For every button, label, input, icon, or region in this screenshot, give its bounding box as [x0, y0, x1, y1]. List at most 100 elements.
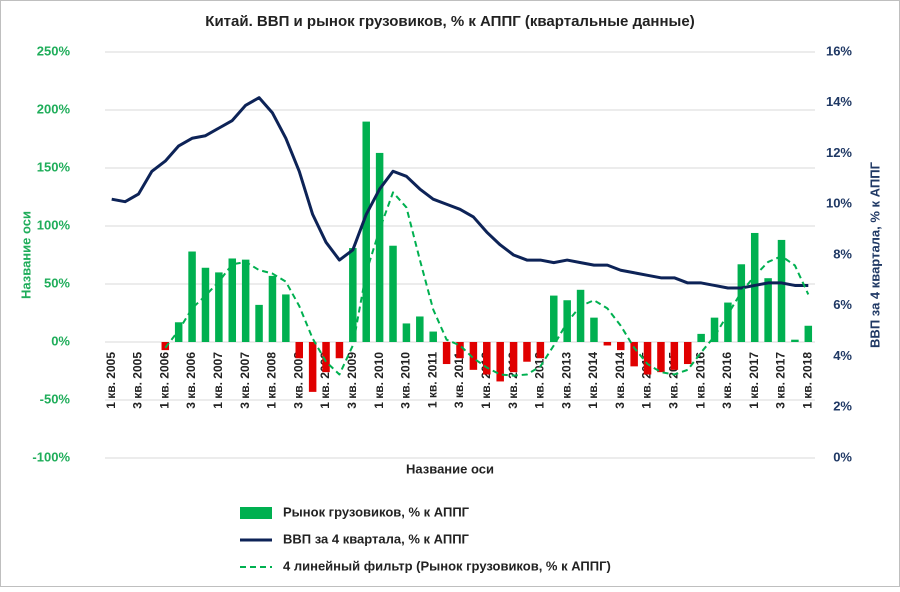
- line: [164, 191, 810, 377]
- y2-tick-label: 2%: [833, 399, 852, 414]
- bar: [576, 289, 585, 342]
- bar: [483, 342, 491, 375]
- bar: [509, 342, 518, 373]
- x-tick-label: 1 кв. 2013: [533, 352, 547, 409]
- bar: [308, 342, 317, 392]
- x-tick-label: 3 кв. 2017: [774, 352, 788, 409]
- bar: [375, 152, 384, 342]
- chart-title: Китай. ВВП и рынок грузовиков, % к АППГ …: [205, 13, 694, 30]
- bar: [683, 342, 692, 365]
- bar: [429, 331, 437, 342]
- x-tick-label: 1 кв. 2006: [157, 352, 171, 409]
- bar: [456, 342, 464, 359]
- bar: [215, 272, 223, 342]
- bar: [174, 322, 183, 342]
- bar: [630, 342, 638, 367]
- x-tick-label: 1 кв. 2010: [372, 352, 386, 409]
- x-tick-label: 1 кв. 2016: [693, 352, 707, 409]
- bar: [791, 339, 799, 342]
- bar: [201, 267, 210, 342]
- bar: [161, 342, 170, 351]
- y-tick-label: -50%: [40, 391, 71, 406]
- x-tick-label: 3 кв. 2013: [559, 352, 573, 409]
- y-tick-label: 250%: [37, 43, 71, 58]
- bar: [295, 342, 303, 359]
- y-tick-label: 0%: [51, 333, 70, 348]
- x-tick-label: 3 кв. 2009: [345, 352, 359, 409]
- bar: [670, 342, 679, 370]
- y2-tick-label: 8%: [833, 246, 852, 261]
- x-tick-label: 3 кв. 2005: [131, 352, 145, 409]
- bar: [737, 264, 746, 342]
- x-tick-label: 1 кв. 2007: [211, 352, 225, 409]
- bar: [402, 323, 411, 342]
- y2-tick-label: 10%: [826, 196, 852, 211]
- bar: [335, 342, 344, 359]
- y-tick-label: -100%: [32, 449, 70, 464]
- x-axis-title: Название оси: [406, 461, 494, 476]
- x-tick-label: 1 кв. 2018: [800, 352, 814, 409]
- bar: [282, 294, 290, 342]
- bar: [496, 342, 504, 382]
- y-tick-label: 50%: [44, 275, 70, 290]
- y2-tick-label: 12%: [826, 145, 852, 160]
- x-tick-label: 1 кв. 2014: [586, 352, 600, 409]
- x-tick-label: 3 кв. 2010: [399, 352, 413, 409]
- x-tick-label: 1 кв. 2017: [747, 352, 761, 409]
- y2-tick-label: 4%: [833, 348, 852, 363]
- bar: [536, 342, 545, 359]
- x-tick-label: 1 кв. 2008: [265, 352, 279, 409]
- bar: [188, 251, 196, 342]
- bar: [255, 304, 263, 342]
- bar: [241, 259, 250, 342]
- bar: [362, 121, 370, 342]
- bar: [777, 239, 786, 342]
- legend-label: Рынок грузовиков, % к АППГ: [283, 504, 470, 519]
- bar: [469, 342, 478, 370]
- bar: [764, 278, 772, 342]
- x-tick-label: 3 кв. 2011: [452, 352, 466, 408]
- y2-tick-label: 14%: [826, 94, 852, 109]
- y2-axis-title: ВВП за 4 квартала, % к АППГ: [867, 161, 882, 348]
- bar: [657, 342, 665, 373]
- legend-label: 4 линейный фильтр (Рынок грузовиков, % к…: [283, 558, 611, 573]
- x-tick-label: 3 кв. 2016: [720, 352, 734, 409]
- bar: [590, 317, 598, 342]
- bar: [603, 342, 612, 346]
- bar: [617, 342, 625, 351]
- bar: [550, 295, 558, 342]
- x-tick-label: 3 кв. 2008: [291, 352, 305, 409]
- bar: [697, 333, 705, 342]
- legend-label: ВВП за 4 квартала, % к АППГ: [283, 531, 470, 546]
- bar: [523, 342, 531, 362]
- bar: [724, 302, 732, 342]
- bar: [268, 275, 277, 342]
- x-tick-label: 3 кв. 2006: [184, 352, 198, 409]
- legend-swatch: [240, 507, 272, 519]
- bar: [442, 342, 451, 365]
- bar: [804, 325, 813, 342]
- bar: [349, 248, 357, 342]
- bar: [710, 317, 719, 342]
- bar: [750, 232, 759, 342]
- x-tick-label: 3 кв. 2007: [238, 352, 252, 409]
- bar: [416, 316, 424, 342]
- y2-tick-label: 6%: [833, 297, 852, 312]
- bar: [643, 342, 652, 375]
- x-tick-label: 3 кв. 2014: [613, 352, 627, 409]
- bar: [322, 342, 330, 373]
- x-tick-label: 1 кв. 2005: [104, 352, 118, 409]
- y2-tick-label: 16%: [826, 43, 852, 58]
- y-axis-title: Название оси: [18, 211, 33, 299]
- bar: [389, 245, 397, 342]
- x-tick-label: 1 кв. 2011: [425, 352, 439, 408]
- y-tick-label: 150%: [37, 159, 71, 174]
- y-tick-label: 100%: [37, 217, 71, 232]
- line: [111, 96, 809, 290]
- y2-tick-label: 0%: [833, 449, 852, 464]
- bar: [228, 258, 237, 342]
- y-tick-label: 200%: [37, 101, 71, 116]
